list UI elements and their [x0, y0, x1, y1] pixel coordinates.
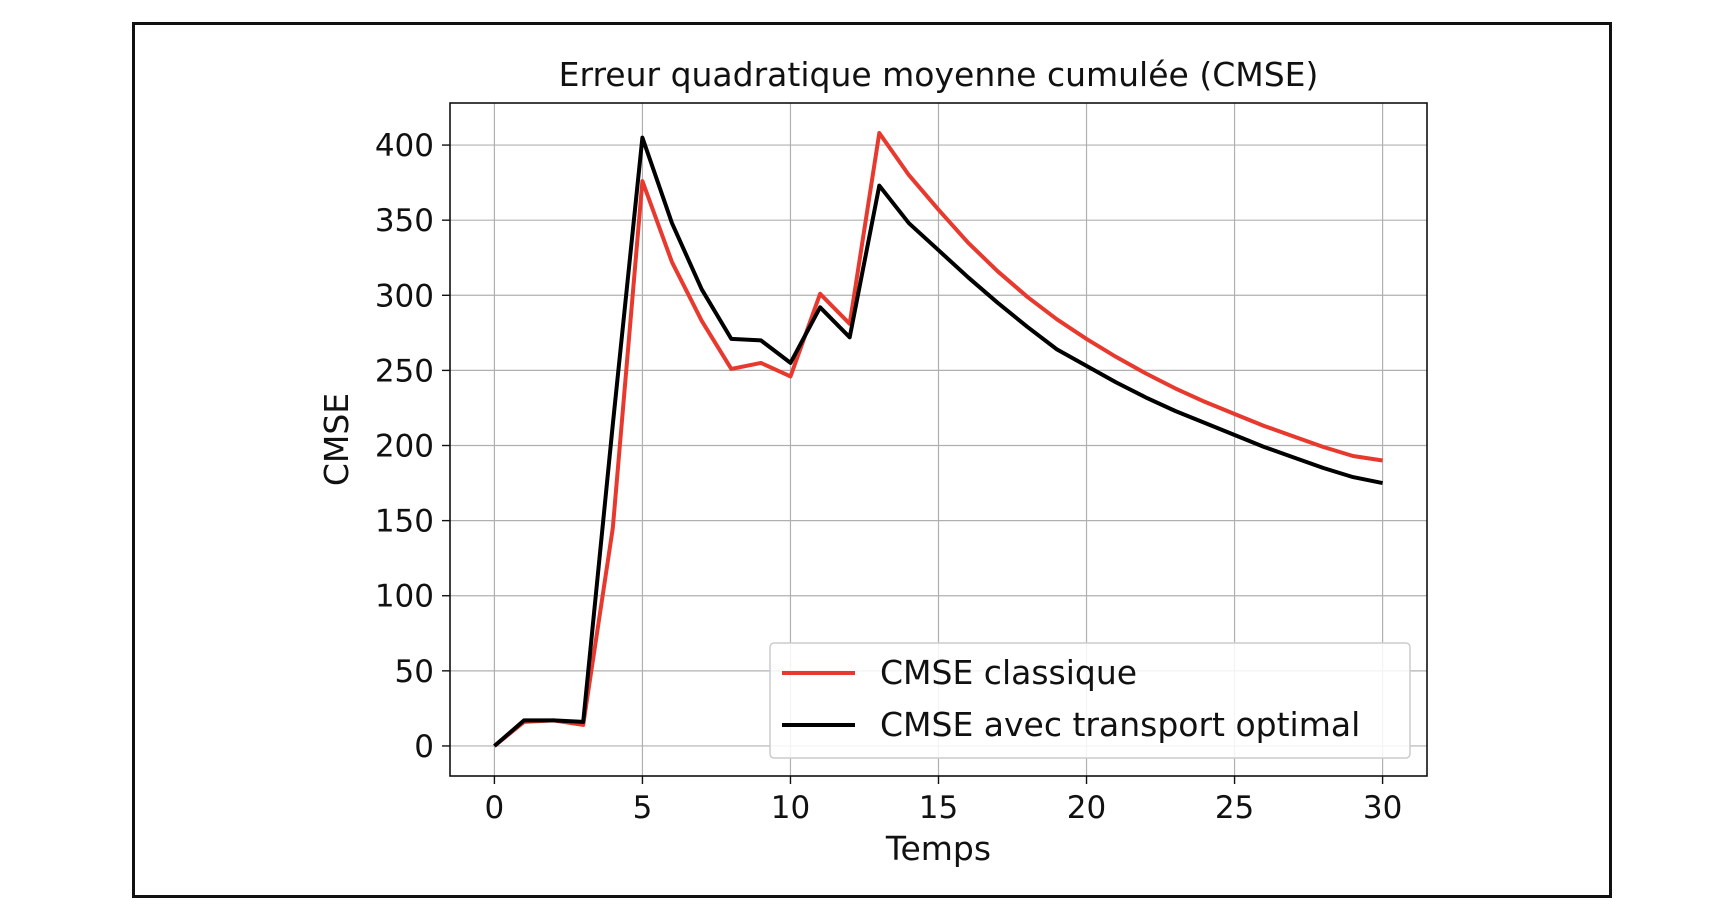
y-tick-label: 200	[375, 429, 434, 465]
y-tick-label: 0	[414, 729, 434, 765]
legend-label-2: CMSE avec transport optimal	[880, 705, 1360, 744]
x-tick-label: 30	[1363, 790, 1402, 826]
y-tick-label: 50	[395, 654, 434, 690]
y-tick-label: 300	[375, 278, 434, 314]
x-tick-label: 15	[919, 790, 958, 826]
legend-entries: CMSE classique CMSE avec transport optima…	[782, 653, 1360, 744]
x-axis-ticks: 0 5 10 15 20 25 30	[485, 776, 1402, 826]
y-tick-label: 150	[375, 504, 434, 540]
series-lines	[493, 131, 1383, 748]
y-tick-label: 400	[375, 128, 434, 164]
legend-label-1: CMSE classique	[880, 653, 1137, 692]
series-line-1	[493, 131, 1383, 748]
legend-box	[769, 642, 1411, 759]
x-tick-label: 25	[1215, 790, 1254, 826]
chart-title: Erreur quadratique moyenne cumulée (CMSE…	[559, 55, 1319, 94]
x-tick-label: 5	[633, 790, 653, 826]
x-tick-label: 10	[771, 790, 810, 826]
y-tick-label: 100	[375, 579, 434, 615]
y-axis-label: CMSE	[317, 393, 356, 486]
y-tick-label: 350	[375, 203, 434, 239]
legend: CMSE classique CMSE avec transport optima…	[769, 642, 1411, 759]
series-line-2	[493, 135, 1383, 748]
x-axis-label: Temps	[885, 829, 991, 868]
x-tick-label: 0	[485, 790, 505, 826]
y-tick-label: 250	[375, 353, 434, 389]
y-axis-ticks: 0 50 100 150 200 250 300 350 400	[375, 128, 450, 765]
x-tick-label: 20	[1067, 790, 1106, 826]
